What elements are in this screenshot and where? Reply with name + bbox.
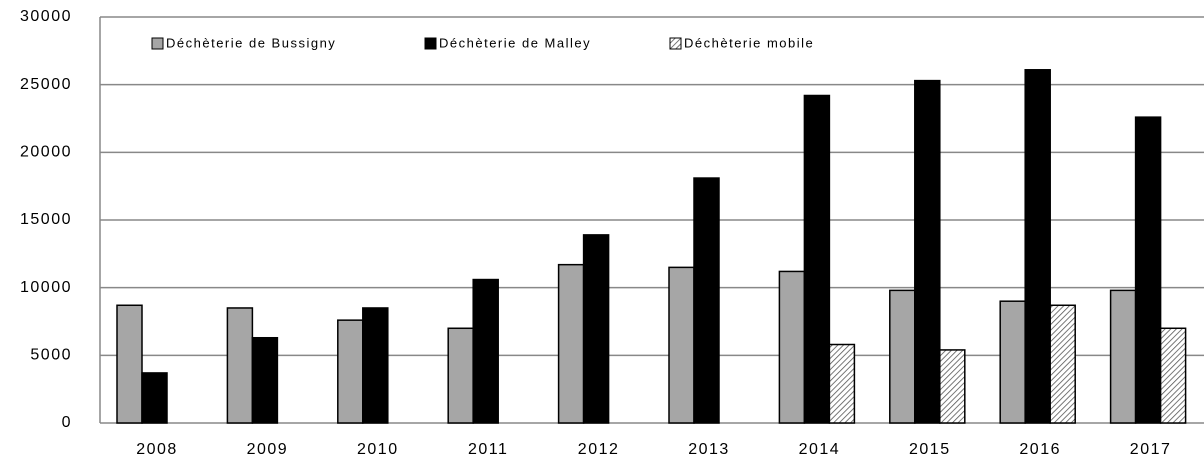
legend-swatch xyxy=(424,37,437,50)
bar xyxy=(251,336,279,424)
bar xyxy=(1134,116,1162,424)
bar xyxy=(668,266,695,424)
bar xyxy=(939,349,966,424)
x-tick-label: 2011 xyxy=(468,441,508,458)
bar xyxy=(803,94,831,424)
y-tick-label: 0 xyxy=(62,414,72,431)
bar xyxy=(226,307,254,424)
y-tick-label: 20000 xyxy=(20,144,72,161)
y-tick-label: 30000 xyxy=(20,8,72,25)
bar xyxy=(116,304,143,424)
legend-label: Déchèterie de Malley xyxy=(439,35,591,50)
x-tick-label: 2009 xyxy=(247,441,289,458)
x-tick-label: 2017 xyxy=(1130,441,1172,458)
y-tick-label: 5000 xyxy=(30,347,72,364)
y-tick-label: 10000 xyxy=(20,279,72,296)
y-tick-label: 15000 xyxy=(20,211,72,228)
legend-swatch xyxy=(151,37,164,50)
bar xyxy=(828,343,856,424)
x-tick-label: 2016 xyxy=(1019,441,1061,458)
legend-label: Déchèterie de Bussigny xyxy=(166,35,336,50)
x-tick-label: 2010 xyxy=(357,441,399,458)
bar xyxy=(778,270,806,424)
legend: Déchèterie de Bussigny Déchèterie de Mall… xyxy=(151,35,814,50)
bar xyxy=(362,307,389,424)
y-tick-label: 25000 xyxy=(20,76,72,93)
bar xyxy=(557,263,585,424)
bar xyxy=(1159,327,1187,424)
bar xyxy=(1049,304,1076,424)
bar xyxy=(693,177,720,424)
bar xyxy=(1024,69,1051,424)
bar xyxy=(1109,289,1137,424)
bar xyxy=(141,372,168,424)
bar xyxy=(914,79,941,424)
x-tick-label: 2015 xyxy=(909,441,951,458)
x-tick-label: 2014 xyxy=(799,441,841,458)
x-tick-label: 2013 xyxy=(688,441,730,458)
bar xyxy=(582,234,610,424)
bar xyxy=(999,300,1026,424)
legend-label: Déchèterie mobile xyxy=(684,35,814,50)
x-tick-label: 2008 xyxy=(136,441,178,458)
legend-swatch xyxy=(669,37,682,50)
bar xyxy=(889,289,916,424)
bar xyxy=(447,327,474,424)
x-tick-label: 2012 xyxy=(578,441,620,458)
bar xyxy=(472,278,499,424)
bar xyxy=(337,319,364,424)
